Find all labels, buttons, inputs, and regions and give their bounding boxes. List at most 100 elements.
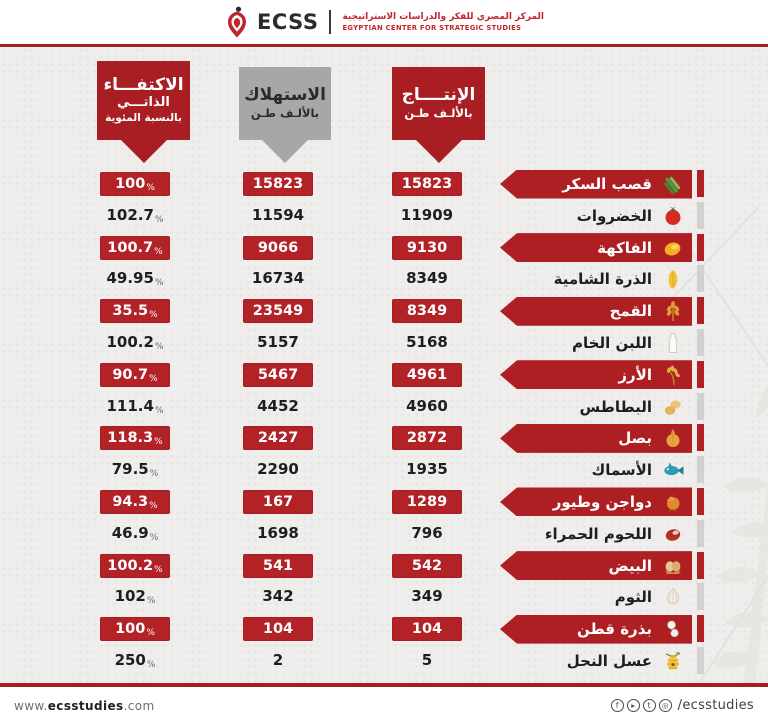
category-label: دواجن وطيور <box>552 492 652 511</box>
self-sufficiency-cell: 100.7% <box>100 235 170 260</box>
table-row: 46.9% 1698 796 اللحوم الحمراء <box>0 518 768 550</box>
consumption-cell-value: 2 <box>272 650 284 669</box>
table-row: 49.95% 16734 8349 الذرة الشامية <box>0 263 768 295</box>
percent-sign: % <box>154 341 164 352</box>
instagram-icon: ◎ <box>658 699 672 712</box>
consumption-cell-value: 9066 <box>257 239 299 256</box>
table-row: 90.7% 5467 4961 الأرز <box>0 359 768 391</box>
consumption-cell-value: 2290 <box>257 460 299 479</box>
category-label: البيض <box>608 556 652 575</box>
production-cell-value: 2872 <box>406 430 448 447</box>
production-cell: 8349 <box>392 299 462 324</box>
percent-sign: % <box>146 183 155 193</box>
self-sufficiency-cell-value: 46.9 <box>111 523 149 542</box>
category-cell: قصب السكر <box>500 169 692 199</box>
row-edge-strip <box>697 328 704 356</box>
production-cell-value: 4960 <box>406 396 448 415</box>
table-row: 118.3% 2427 2872 بصل <box>0 422 768 454</box>
table-row: 100.2% 5157 5168 اللبن الخام <box>0 327 768 359</box>
milk-icon <box>661 331 685 355</box>
production-cell-value: 8349 <box>406 303 448 320</box>
consumption-cell: 1698 <box>243 518 313 550</box>
category-label: عسل النحل <box>566 651 652 670</box>
sugarcane-icon <box>661 172 685 196</box>
consumption-cell-value: 5157 <box>257 332 299 351</box>
percent-sign: % <box>154 278 164 289</box>
self-sufficiency-cell-value: 100 <box>115 621 146 638</box>
category-label: قصب السكر <box>562 175 652 193</box>
category-label: بذرة قطن <box>577 620 652 639</box>
rice-icon <box>661 363 685 387</box>
honey-icon <box>661 649 685 673</box>
self-sufficiency-title: الاكتفـــاء <box>103 74 184 95</box>
production-cell-value: 796 <box>411 523 443 542</box>
cotton-icon <box>661 617 685 641</box>
row-edge-strip <box>697 615 704 643</box>
self-sufficiency-cell: 102% <box>100 581 170 616</box>
table-row: 100% 15823 15823 قصب السكر <box>0 168 768 200</box>
row-edge-strip <box>697 583 704 611</box>
consumption-cell-value: 15823 <box>252 176 304 192</box>
row-edge-strip <box>697 233 704 261</box>
category-cell: الفاكهة <box>500 233 692 263</box>
percent-sign: % <box>154 246 163 257</box>
self-sufficiency-cell: 49.95% <box>100 263 170 298</box>
production-cell-value: 15823 <box>401 176 453 192</box>
percent-sign: % <box>146 628 155 639</box>
youtube-icon: ▸ <box>626 699 640 712</box>
website-suffix: .com <box>123 698 155 713</box>
self-sufficiency-cell-value: 100 <box>115 176 146 192</box>
consumption-cell: 9066 <box>243 235 313 260</box>
consumption-cell-value: 342 <box>262 587 294 606</box>
self-sufficiency-cell-value: 100.7 <box>107 239 154 256</box>
consumption-cell-value: 2427 <box>257 430 299 447</box>
ecss-wordmark: ECSS <box>257 10 319 34</box>
production-cell: 9130 <box>392 235 462 260</box>
production-cell-value: 11909 <box>400 205 454 224</box>
self-sufficiency-cell: 118.3% <box>100 426 170 451</box>
category-label: اللبن الخام <box>572 333 652 352</box>
category-cell: بصل <box>500 423 692 453</box>
consumption-cell-value: 541 <box>262 557 294 574</box>
percent-sign: % <box>149 532 159 543</box>
self-sufficiency-cell-value: 100.2 <box>106 332 154 351</box>
website-name: ecsstudies <box>47 698 124 713</box>
table-row: 100.2% 541 542 البيض <box>0 550 768 582</box>
category-cell: الأرز <box>500 360 692 390</box>
fish-icon <box>661 458 685 482</box>
percent-sign: % <box>149 500 158 511</box>
production-cell: 1289 <box>392 489 462 514</box>
self-sufficiency-cell-value: 49.95 <box>106 269 154 288</box>
row-edge-strip <box>697 519 704 547</box>
production-cell: 4960 <box>392 391 462 423</box>
website-url: www.ecsstudies.com <box>14 699 155 713</box>
category-cell: الثوم <box>500 583 692 612</box>
self-sufficiency-cell: 94.3% <box>100 489 170 514</box>
self-sufficiency-cell-value: 102.7 <box>106 205 154 224</box>
callout-arrow <box>262 140 308 163</box>
corn-icon <box>661 267 685 291</box>
self-sufficiency-cell: 35.5% <box>100 299 170 324</box>
production-cell-value: 8349 <box>406 269 448 288</box>
self-sufficiency-cell-value: 250 <box>114 650 146 669</box>
row-edge-strip <box>697 487 704 515</box>
production-cell: 8349 <box>392 263 462 295</box>
self-sufficiency-cell-value: 79.5 <box>111 460 149 479</box>
category-cell: الأسماك <box>500 456 692 485</box>
row-edge-strip <box>697 551 704 579</box>
row-edge-strip <box>697 170 704 197</box>
consumption-cell-value: 167 <box>262 493 294 510</box>
bottom-separator-line <box>0 683 768 687</box>
table-row: 79.5% 2290 1935 الأسماك <box>0 454 768 486</box>
data-rows: 100% 15823 15823 قصب السكر 102.7% 11594 11909 ا… <box>0 168 768 677</box>
self-sufficiency-cell: 102.7% <box>100 200 170 235</box>
onion-icon <box>661 426 685 450</box>
production-cell-value: 542 <box>411 557 443 574</box>
production-unit: بالألـف طـن <box>404 106 473 121</box>
self-sufficiency-cell-value: 102 <box>114 587 146 606</box>
self-sufficiency-cell-value: 94.3 <box>112 493 149 510</box>
production-cell: 5 <box>392 645 462 677</box>
self-sufficiency-cell: 111.4% <box>100 391 170 426</box>
category-cell: دواجن وطيور <box>500 487 692 517</box>
table-row: 102% 342 349 الثوم <box>0 581 768 613</box>
